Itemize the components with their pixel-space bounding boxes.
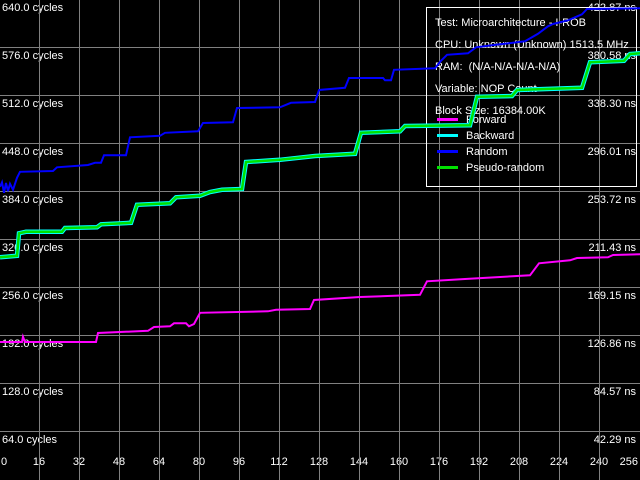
legend-item-backward: Backward [427, 130, 636, 144]
y-axis-right-label: 126.86 ns [587, 338, 636, 350]
info-line-test: Test: Microarchitecture - I-ROB [435, 17, 586, 29]
random-line-swatch [437, 150, 458, 153]
info-box: Test: Microarchitecture - I-ROB CPU: Unk… [426, 7, 637, 187]
y-axis-right-label: 42.29 ns [593, 434, 636, 446]
x-axis-tick-label: 256 [619, 456, 638, 468]
y-axis-left-label: 192.0 cycles [2, 338, 64, 350]
info-line-variable: Variable: NOP Count [435, 83, 537, 95]
legend-item-forward: Forward [427, 114, 636, 128]
info-line-ram: RAM: (N/A-N/A-N/A-N/A) [435, 61, 561, 73]
legend-label-forward: Forward [466, 114, 507, 126]
legend-item-pseudo-random: Pseudo-random [427, 162, 636, 176]
y-axis-left-label: 64.0 cycles [2, 434, 58, 446]
legend-item-random: Random [427, 146, 636, 160]
x-axis-tick-label: 0 [1, 456, 8, 468]
y-axis-left-label: 128.0 cycles [2, 386, 64, 398]
y-axis-right-label: 84.57 ns [593, 386, 636, 398]
backward-line-swatch [437, 134, 458, 137]
legend-label-backward: Backward [466, 130, 515, 142]
forward-line-swatch [437, 118, 458, 121]
info-line-cpu: CPU: Unknown (Unknown) 1513.5 MHz [435, 39, 629, 51]
pseudo-random-line-swatch [437, 166, 458, 169]
legend-label-pseudo-random: Pseudo-random [466, 162, 545, 174]
legend-label-random: Random [466, 146, 508, 158]
